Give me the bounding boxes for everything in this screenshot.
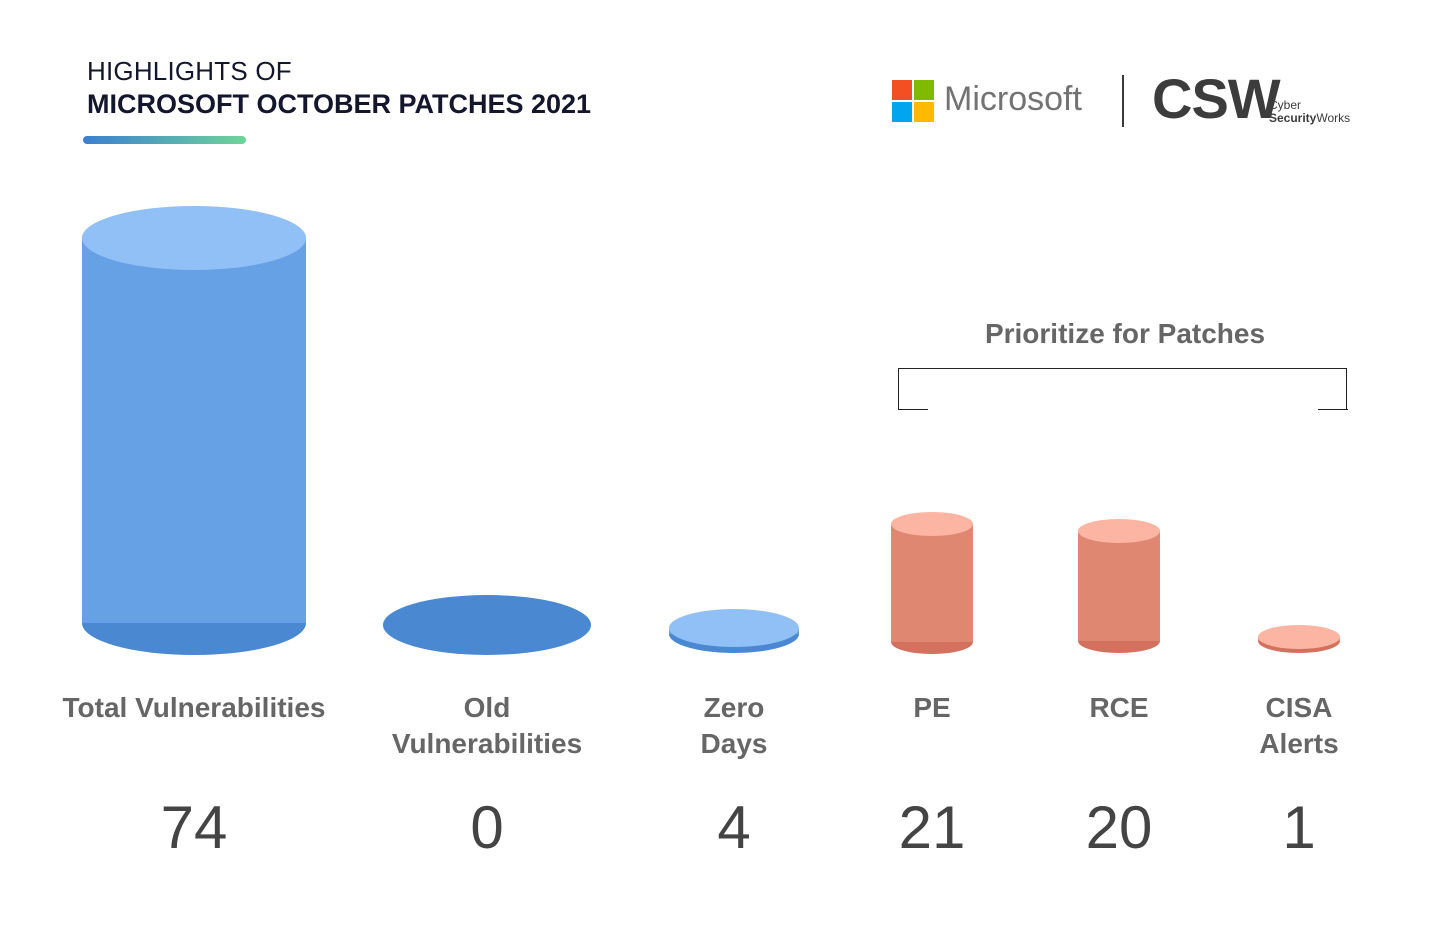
- priority-bracket: [898, 368, 1347, 410]
- cylinder-2: [383, 595, 591, 655]
- category-label: CISA Alerts: [1159, 690, 1439, 762]
- category-label-line: Old: [463, 692, 511, 723]
- cylinder-top: [1078, 519, 1160, 543]
- bracket-foot-left: [898, 409, 928, 410]
- category-label-line: CISA: [1265, 692, 1333, 723]
- logo-divider: [1122, 75, 1124, 127]
- cylinder-top: [669, 609, 799, 647]
- csw-tagline-bold: Security: [1269, 111, 1317, 125]
- cylinder-top: [1258, 625, 1340, 649]
- cylinder-1: [82, 206, 306, 655]
- category-label-line: Days: [700, 728, 768, 759]
- csw-tagline-line1: Cyber: [1269, 98, 1302, 112]
- category-label-line: PE: [913, 692, 951, 723]
- category-label-line: Alerts: [1259, 728, 1339, 759]
- ms-square-yellow: [914, 102, 934, 122]
- cylinder-body: [82, 238, 306, 623]
- bracket-title: Prioritize for Patches: [984, 318, 1266, 349]
- category-label-line: RCE: [1089, 692, 1149, 723]
- value-label: 20: [1085, 794, 1153, 861]
- microsoft-logo-icon: [892, 80, 934, 122]
- category-label: Total Vulnerabilities: [54, 690, 334, 726]
- category-label: Old Vulnerabilities: [347, 690, 627, 762]
- ms-square-blue: [892, 102, 912, 122]
- cylinder-top: [82, 206, 306, 270]
- cylinder-top: [891, 512, 973, 536]
- cylinder-6: [1258, 625, 1340, 653]
- csw-wordmark: CSW: [1152, 67, 1281, 130]
- category-label-line: Zero: [703, 692, 765, 723]
- value-label: 21: [898, 794, 966, 861]
- category-label: Zero Days: [594, 690, 874, 762]
- category-label-line: Vulnerabilities: [391, 728, 583, 759]
- csw-tagline-rest: Works: [1316, 111, 1351, 125]
- title-accent-bar: [83, 136, 246, 144]
- microsoft-wordmark: Microsoft: [944, 80, 1082, 118]
- bracket-foot-right: [1318, 409, 1348, 410]
- cylinder-body: [891, 524, 973, 642]
- page-title: MICROSOFT OCTOBER PATCHES 2021: [87, 89, 592, 119]
- value-label: 74: [160, 794, 228, 861]
- cylinder-3: [669, 609, 799, 653]
- value-label: 4: [717, 794, 751, 861]
- value-label: 0: [470, 794, 504, 861]
- ms-square-red: [892, 80, 912, 100]
- csw-tagline-line2: SecurityWorks: [1269, 111, 1350, 125]
- category-label: PE: [792, 690, 1072, 726]
- ms-square-green: [914, 80, 934, 100]
- value-label: 1: [1282, 794, 1316, 861]
- cylinder-5: [1078, 519, 1160, 653]
- cylinder-4: [891, 512, 973, 654]
- category-label-line: Total Vulnerabilities: [62, 692, 326, 723]
- category-label: RCE: [979, 690, 1259, 726]
- cylinder-body: [1078, 531, 1160, 641]
- cylinder-disc: [383, 595, 591, 655]
- header-subtitle: HIGHLIGHTS OF: [87, 56, 292, 86]
